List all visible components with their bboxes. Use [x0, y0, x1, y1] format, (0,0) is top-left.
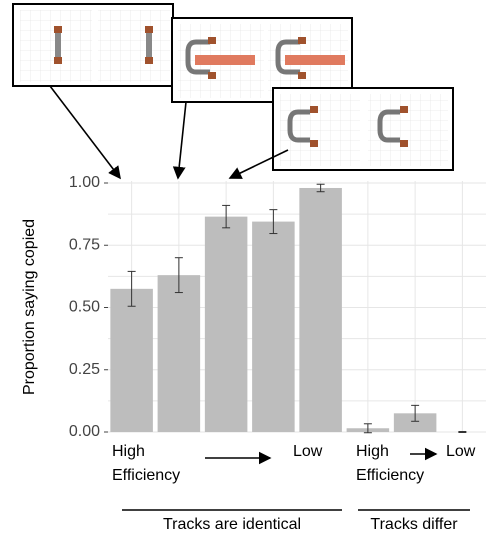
bar	[204, 216, 248, 432]
y-tick-label: 0.00	[69, 423, 100, 440]
error-bar	[174, 257, 183, 294]
error-bar	[458, 431, 467, 433]
error-bar	[411, 404, 420, 422]
error-bar	[222, 204, 231, 229]
inset-1	[12, 3, 174, 87]
error-bar	[269, 209, 278, 235]
group-high: High	[356, 443, 389, 460]
y-axis-label: Proportion saying copied	[21, 219, 38, 395]
error-bar	[127, 270, 136, 307]
y-tick-label: 0.75	[69, 236, 100, 253]
error-bar	[363, 423, 372, 434]
inset-3	[272, 87, 454, 171]
plot-area: 0.00 0.25 0.50 0.75 1.00	[69, 174, 486, 440]
y-tick-label: 0.25	[69, 361, 100, 378]
bar	[393, 413, 437, 432]
callout-arrows	[49, 85, 289, 180]
group-low: Low	[293, 443, 323, 460]
group-low: Low	[446, 443, 476, 460]
y-tick-label: 1.00	[69, 174, 100, 191]
group-efficiency: Efficiency	[112, 467, 180, 484]
group-efficiency: Efficiency	[356, 467, 424, 484]
bar	[157, 275, 201, 432]
group-label: Tracks are identical	[163, 516, 301, 533]
bar	[110, 288, 153, 432]
y-tick-label: 0.50	[69, 299, 100, 316]
bar	[299, 187, 342, 432]
group-high: High	[112, 443, 145, 460]
group-label: Tracks differ	[370, 516, 458, 533]
bar	[252, 221, 295, 432]
error-bar	[316, 183, 325, 193]
